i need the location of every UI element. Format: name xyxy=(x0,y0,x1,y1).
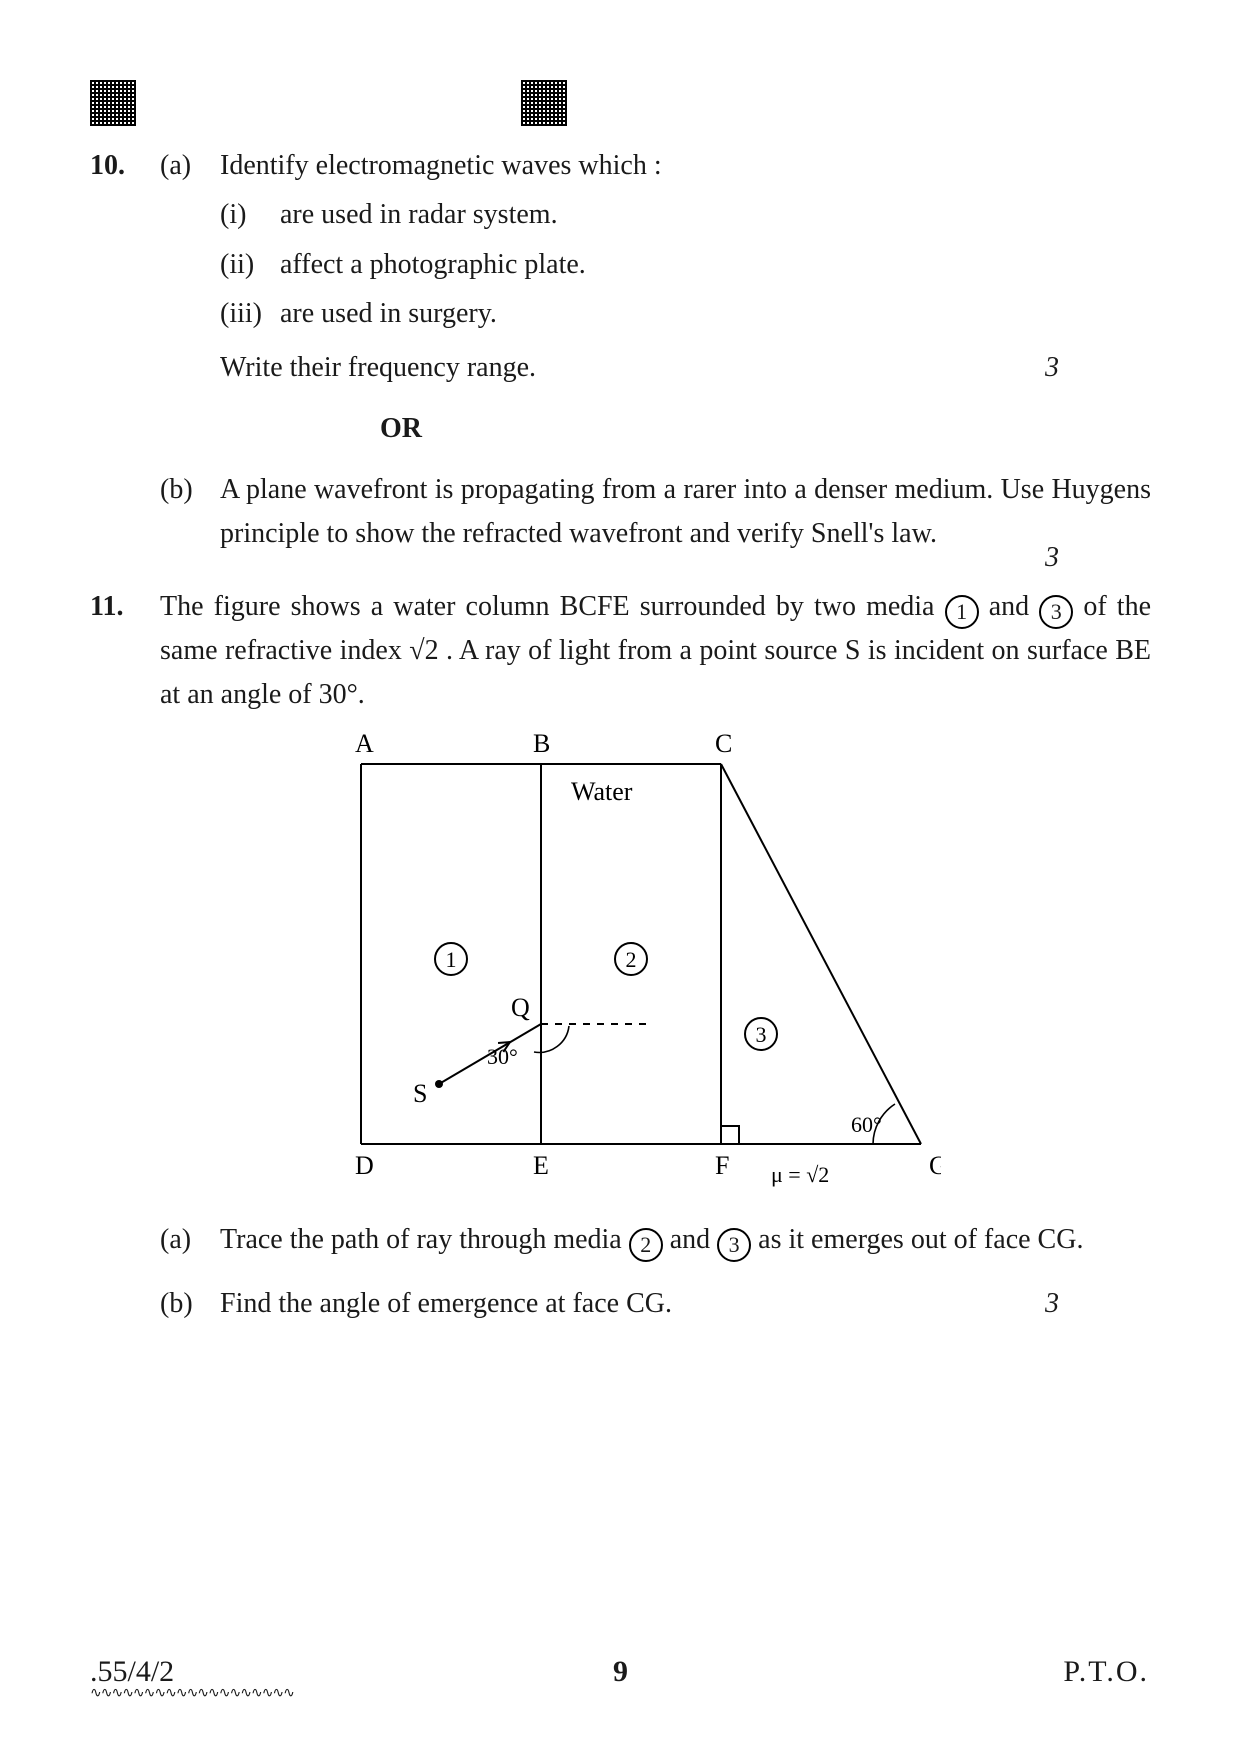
qr-icon xyxy=(521,80,567,126)
question-11: 11. The figure shows a water column BCFE… xyxy=(90,585,1151,716)
marks: 3 xyxy=(1045,536,1059,579)
svg-text:μ = √2: μ = √2 xyxy=(771,1162,829,1187)
svg-text:F: F xyxy=(715,1151,729,1180)
q11b-text: Find the angle of emergence at face CG. xyxy=(220,1288,672,1319)
svg-text:1: 1 xyxy=(445,947,456,972)
q11a-post: as it emerges out of face CG. xyxy=(751,1224,1083,1255)
circle-3-icon: 3 xyxy=(717,1228,751,1262)
question-10: 10. (a) Identify electromagnetic waves w… xyxy=(90,144,1151,336)
question-number: 11. xyxy=(90,585,160,628)
q11-intro-mid: and xyxy=(979,591,1040,622)
sub-text: affect a photographic plate. xyxy=(280,243,1151,286)
svg-text:Water: Water xyxy=(571,777,633,806)
part-label: (b) xyxy=(160,1282,220,1325)
figure-optics: A B C D E F G Water 1 2 3 Q S 30° 60° μ = √2 xyxy=(90,724,1151,1194)
svg-text:C: C xyxy=(715,729,732,758)
svg-text:Q: Q xyxy=(511,993,530,1022)
circle-3-icon: 3 xyxy=(1039,595,1073,629)
part-label: (a) xyxy=(160,144,220,187)
part-label: (b) xyxy=(160,468,220,511)
circle-2-icon: 2 xyxy=(629,1228,663,1262)
or-separator: OR xyxy=(380,407,1151,450)
svg-text:D: D xyxy=(355,1151,374,1180)
svg-text:2: 2 xyxy=(625,947,636,972)
marks: 3 xyxy=(1045,1282,1059,1325)
marks: 3 xyxy=(1045,346,1059,389)
svg-text:60°: 60° xyxy=(851,1112,882,1137)
sub-text: are used in radar system. xyxy=(280,193,1151,236)
q11a-mid: and xyxy=(663,1224,717,1255)
svg-text:G: G xyxy=(929,1151,941,1180)
q11a-pre: Trace the path of ray through media xyxy=(220,1224,629,1255)
part-label: (a) xyxy=(160,1218,220,1261)
q11-intro-pre: The figure shows a water column BCFE sur… xyxy=(160,591,945,622)
diagram-svg: A B C D E F G Water 1 2 3 Q S 30° 60° μ = √2 xyxy=(301,724,941,1194)
sub-label: (ii) xyxy=(220,243,280,286)
svg-text:S: S xyxy=(413,1079,427,1108)
sub-label: (i) xyxy=(220,193,280,236)
sub-label: (iii) xyxy=(220,292,280,335)
circle-1-icon: 1 xyxy=(945,595,979,629)
q10b-text: A plane wavefront is propagating from a … xyxy=(220,474,1151,548)
question-number: 10. xyxy=(90,144,160,187)
svg-text:A: A xyxy=(355,729,374,758)
sub-text: are used in surgery. xyxy=(280,292,1151,335)
sqrt2: √2 xyxy=(409,635,438,666)
qr-icon xyxy=(90,80,136,126)
qr-row xyxy=(90,80,1151,126)
page-number: 9 xyxy=(0,1649,1241,1696)
svg-text:E: E xyxy=(533,1151,549,1180)
svg-text:30°: 30° xyxy=(487,1044,518,1069)
q10a-intro: Identify electromagnetic waves which : xyxy=(220,144,1151,187)
svg-text:B: B xyxy=(533,729,550,758)
q10a-tail: Write their frequency range. xyxy=(220,352,536,383)
svg-text:3: 3 xyxy=(755,1022,766,1047)
